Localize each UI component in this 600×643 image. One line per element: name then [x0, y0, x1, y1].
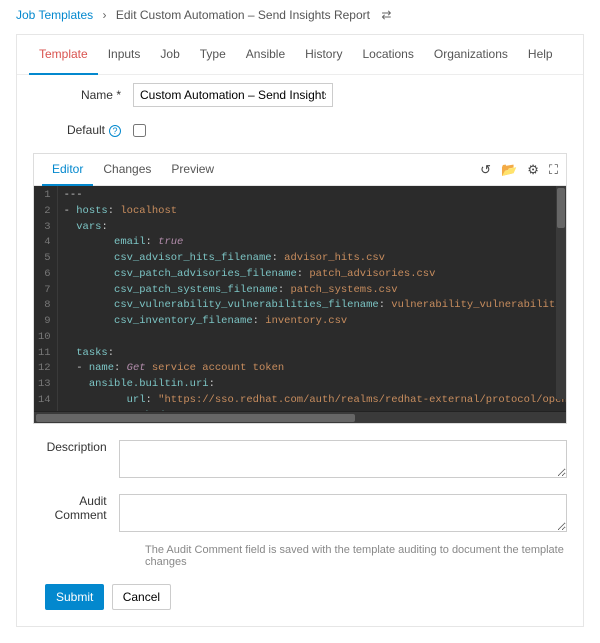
default-label: Default?: [33, 123, 133, 137]
name-row: Name: [17, 75, 583, 115]
default-row: Default?: [17, 115, 583, 145]
history-icon[interactable]: ↺: [480, 162, 491, 178]
form-actions: Submit Cancel: [17, 568, 583, 610]
name-input[interactable]: [133, 83, 333, 107]
description-row: Description: [17, 432, 583, 486]
tab-help[interactable]: Help: [518, 35, 563, 74]
tab-ansible[interactable]: Ansible: [236, 35, 295, 74]
tab-type[interactable]: Type: [190, 35, 236, 74]
audit-row: Audit Comment: [17, 486, 583, 540]
gear-icon[interactable]: ⚙: [527, 162, 539, 178]
tab-inputs[interactable]: Inputs: [98, 35, 151, 74]
name-label: Name: [33, 88, 133, 102]
tab-template[interactable]: Template: [29, 35, 98, 75]
main-tabs: TemplateInputsJobTypeAnsibleHistoryLocat…: [17, 35, 583, 75]
breadcrumb-current: Edit Custom Automation – Send Insights R…: [116, 8, 370, 22]
description-textarea[interactable]: [119, 440, 567, 478]
fullscreen-icon[interactable]: ⛶: [549, 162, 558, 178]
audit-label: Audit Comment: [33, 494, 119, 522]
breadcrumb-separator: ›: [103, 8, 107, 22]
swap-icon[interactable]: ⇄: [381, 8, 391, 22]
breadcrumb: Job Templates › Edit Custom Automation –…: [0, 0, 600, 30]
tab-history[interactable]: History: [295, 35, 352, 74]
default-checkbox[interactable]: [133, 124, 146, 137]
editor-tab-changes[interactable]: Changes: [93, 154, 161, 185]
tab-organizations[interactable]: Organizations: [424, 35, 518, 74]
code-content[interactable]: ---- hosts: localhost vars: email: true …: [58, 186, 566, 411]
line-gutter: 123456789101112131415161718192021: [34, 186, 58, 411]
code-editor[interactable]: 123456789101112131415161718192021 ---- h…: [34, 186, 566, 411]
tab-job[interactable]: Job: [150, 35, 189, 74]
audit-textarea[interactable]: [119, 494, 567, 532]
cancel-button[interactable]: Cancel: [112, 584, 171, 610]
editor-toolbar: ↺ 📂 ⚙ ⛶: [480, 162, 558, 178]
help-icon[interactable]: ?: [109, 125, 121, 137]
description-label: Description: [33, 440, 119, 454]
import-icon[interactable]: 📂: [501, 162, 517, 178]
editor-wrap: EditorChangesPreview ↺ 📂 ⚙ ⛶ 12345678910…: [33, 153, 567, 424]
tab-locations[interactable]: Locations: [352, 35, 423, 74]
vertical-scrollbar[interactable]: [556, 186, 566, 399]
editor-tabs: EditorChangesPreview ↺ 📂 ⚙ ⛶: [34, 154, 566, 186]
audit-hint: The Audit Comment field is saved with th…: [17, 540, 583, 568]
horizontal-scrollbar[interactable]: [34, 411, 566, 423]
submit-button[interactable]: Submit: [45, 584, 104, 610]
breadcrumb-root-link[interactable]: Job Templates: [16, 8, 93, 22]
editor-tab-editor[interactable]: Editor: [42, 154, 93, 186]
editor-tab-preview[interactable]: Preview: [161, 154, 224, 185]
main-panel: TemplateInputsJobTypeAnsibleHistoryLocat…: [16, 34, 584, 627]
